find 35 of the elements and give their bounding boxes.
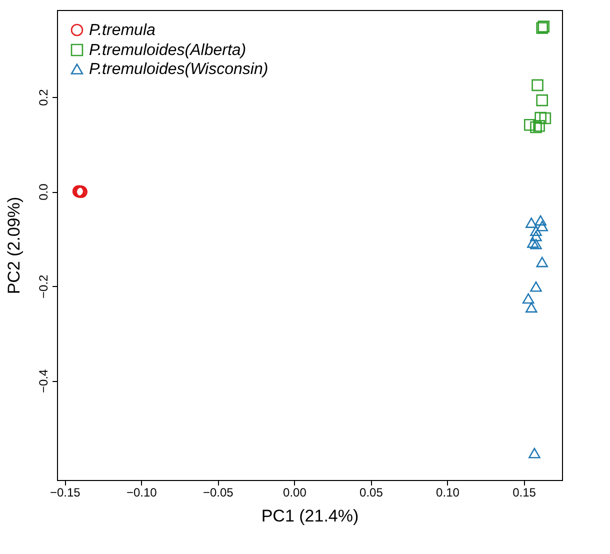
point: [536, 256, 548, 268]
point: [532, 79, 544, 92]
point: [528, 448, 540, 458]
x-tick-label: 0.00: [283, 486, 307, 500]
x-tick-label: 0.15: [512, 486, 536, 500]
y-tick-label: 0.0: [36, 183, 50, 200]
point: [533, 120, 545, 132]
x-tick-label: −0.05: [202, 486, 234, 500]
point: [530, 226, 542, 236]
point: [524, 119, 536, 131]
point: [534, 215, 546, 226]
x-tick-label: −0.10: [126, 486, 158, 500]
point: [526, 302, 538, 313]
point: [530, 238, 542, 250]
y-axis-title: PC2 (2.09%): [4, 196, 24, 294]
point: [530, 121, 542, 134]
point: [522, 293, 534, 304]
y-tick-label: 0.2: [36, 88, 50, 106]
y-tick-label: −0.4: [36, 369, 50, 394]
legend-label: P.tremuloides(Alberta): [89, 42, 246, 59]
x-tick-label: 0.10: [436, 486, 460, 500]
point: [526, 218, 538, 228]
x-tick-label: 0.05: [360, 486, 384, 500]
point: [527, 237, 539, 248]
x-axis-title: PC1 (21.4%): [261, 506, 359, 526]
point: [536, 94, 548, 106]
point: [530, 281, 542, 292]
point: [534, 112, 546, 124]
legend-label: P.tremuloides(Wisconsin): [89, 61, 268, 78]
x-tick-label: −0.15: [50, 486, 81, 500]
point: [539, 112, 552, 124]
y-tick-label: −0.2: [36, 274, 50, 298]
point: [536, 220, 548, 232]
point: [530, 230, 542, 242]
legend-label: P.tremula: [89, 22, 156, 39]
